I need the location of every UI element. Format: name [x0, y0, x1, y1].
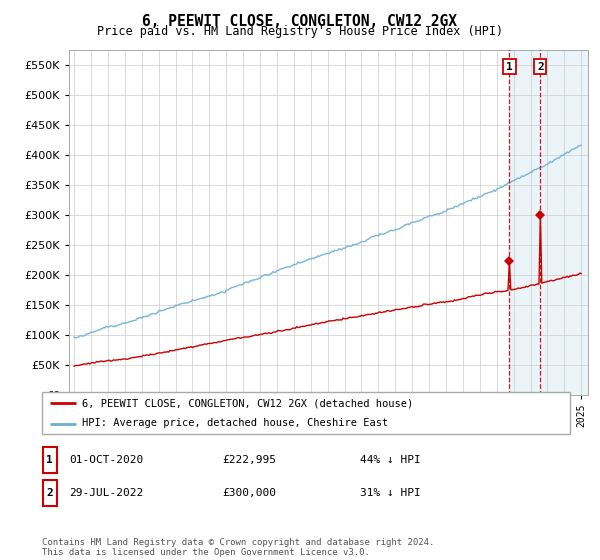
Bar — [509, 50, 588, 395]
FancyBboxPatch shape — [43, 447, 57, 473]
Text: 2: 2 — [46, 488, 53, 498]
Text: Contains HM Land Registry data © Crown copyright and database right 2024.
This d: Contains HM Land Registry data © Crown c… — [42, 538, 434, 557]
Text: 01-OCT-2020: 01-OCT-2020 — [69, 455, 143, 465]
FancyBboxPatch shape — [42, 392, 570, 434]
Text: 29-JUL-2022: 29-JUL-2022 — [69, 488, 143, 498]
Text: 1: 1 — [46, 455, 53, 465]
Text: 1: 1 — [506, 62, 513, 72]
Text: 6, PEEWIT CLOSE, CONGLETON, CW12 2GX: 6, PEEWIT CLOSE, CONGLETON, CW12 2GX — [143, 14, 458, 29]
Text: 2: 2 — [537, 62, 544, 72]
Text: 6, PEEWIT CLOSE, CONGLETON, CW12 2GX (detached house): 6, PEEWIT CLOSE, CONGLETON, CW12 2GX (de… — [82, 398, 413, 408]
Text: Price paid vs. HM Land Registry's House Price Index (HPI): Price paid vs. HM Land Registry's House … — [97, 25, 503, 38]
Text: £300,000: £300,000 — [222, 488, 276, 498]
FancyBboxPatch shape — [43, 480, 57, 506]
Text: 44% ↓ HPI: 44% ↓ HPI — [360, 455, 421, 465]
Text: £222,995: £222,995 — [222, 455, 276, 465]
Text: 31% ↓ HPI: 31% ↓ HPI — [360, 488, 421, 498]
Text: HPI: Average price, detached house, Cheshire East: HPI: Average price, detached house, Ches… — [82, 418, 388, 428]
